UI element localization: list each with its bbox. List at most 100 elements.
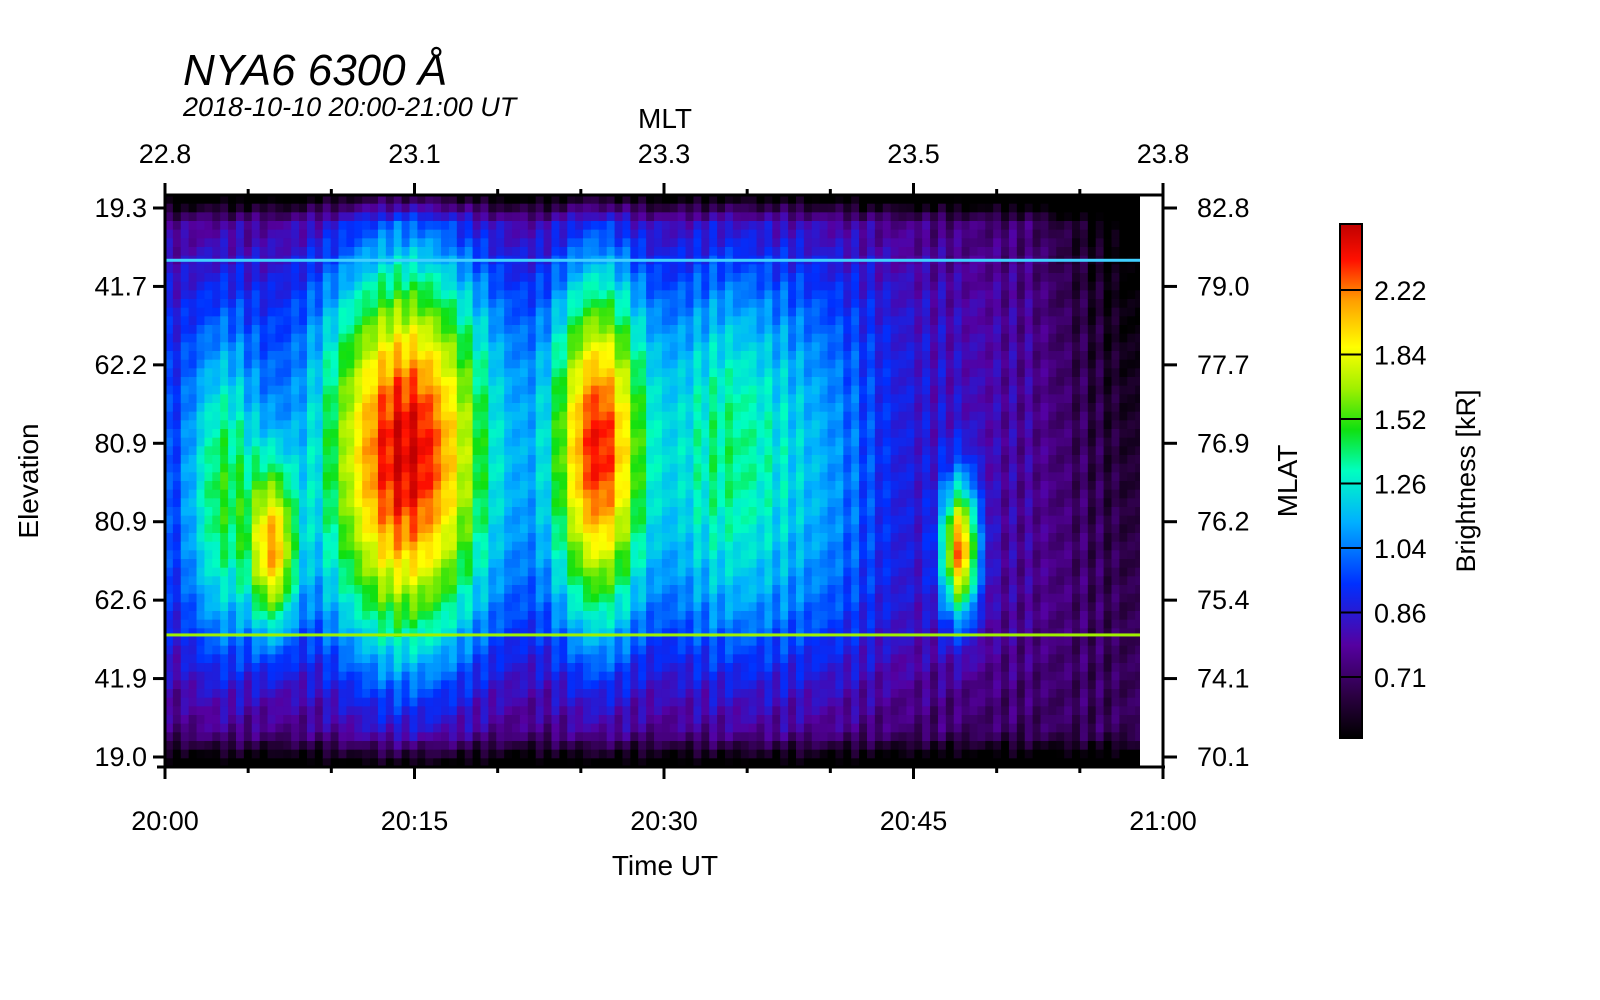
heatmap-cell (614, 602, 624, 612)
heatmap-cell (448, 316, 458, 326)
heatmap-cell (685, 654, 695, 664)
heatmap-cell (433, 316, 442, 326)
heatmap-cell (314, 351, 324, 361)
heatmap-cell (417, 351, 426, 361)
heatmap-cell (740, 446, 750, 456)
heatmap-cell (685, 619, 695, 629)
heatmap-cell (196, 593, 206, 603)
heatmap-cell (322, 637, 332, 647)
heatmap-cell (496, 524, 505, 534)
heatmap-cell (354, 732, 363, 742)
heatmap-cell (401, 325, 411, 335)
heatmap-cell (267, 385, 277, 395)
heatmap-cell (732, 524, 742, 534)
heatmap-cell (638, 758, 647, 768)
heatmap-cell (559, 507, 568, 517)
heatmap-cell (512, 550, 521, 560)
heatmap-cell (401, 619, 411, 629)
heatmap-cell (535, 420, 545, 430)
heatmap-cell (299, 680, 308, 690)
heatmap-cell (480, 533, 489, 543)
heatmap-cell (559, 741, 568, 751)
heatmap-cell (559, 576, 568, 586)
heatmap-cell (314, 463, 324, 473)
heatmap-cell (212, 463, 221, 473)
heatmap-cell (590, 437, 600, 447)
heatmap-cell (275, 325, 284, 335)
heatmap-cell (385, 576, 395, 586)
heatmap-cell (527, 489, 537, 499)
heatmap-cell (188, 715, 198, 725)
heatmap-cell (654, 290, 663, 300)
heatmap-cell (409, 489, 418, 499)
heatmap-cell (235, 394, 245, 404)
heatmap-cell (275, 429, 284, 439)
heatmap-cell (748, 524, 758, 534)
heatmap-cell (212, 429, 221, 439)
heatmap-cell (654, 559, 663, 569)
heatmap-cell (622, 689, 631, 699)
heatmap-cell (204, 385, 213, 395)
heatmap-cell (732, 628, 742, 638)
heatmap-cell (243, 671, 253, 681)
heatmap-cell (220, 663, 229, 673)
heatmap-cell (393, 515, 403, 525)
heatmap-cell (504, 437, 513, 447)
heatmap-cell (488, 273, 497, 283)
heatmap-cell (267, 420, 277, 430)
heatmap-cell (362, 758, 371, 768)
heatmap-cell (259, 420, 269, 430)
heatmap-cell (235, 611, 245, 621)
heatmap-cell (267, 429, 277, 439)
heatmap-cell (583, 203, 592, 213)
heatmap-cell (362, 385, 371, 395)
heatmap-cell (551, 550, 560, 560)
heatmap-cell (527, 559, 537, 569)
heatmap-cell (725, 645, 734, 655)
heatmap-cell (235, 221, 245, 231)
heatmap-cell (583, 541, 592, 551)
heatmap-cell (322, 507, 332, 517)
heatmap-cell (228, 602, 237, 612)
heatmap-cell (606, 663, 616, 673)
heatmap-cell (504, 333, 513, 343)
heatmap-cell (488, 602, 497, 612)
heatmap-cell (519, 394, 529, 404)
heatmap-cell (409, 593, 418, 603)
heatmap-cell (709, 463, 718, 473)
heatmap-cell (314, 550, 324, 560)
heatmap-cell (701, 645, 710, 655)
heatmap-cell (685, 333, 695, 343)
heatmap-cell (685, 229, 695, 239)
heatmap-cell (504, 342, 513, 352)
heatmap-cell (228, 203, 237, 213)
heatmap-cell (630, 247, 639, 257)
heatmap-cell (306, 689, 316, 699)
heatmap-cell (717, 351, 726, 361)
heatmap-cell (654, 680, 663, 690)
heatmap-cell (362, 489, 371, 499)
heatmap-cell (322, 741, 332, 751)
heatmap-cell (385, 437, 395, 447)
heatmap-cell (590, 342, 600, 352)
heatmap-cell (654, 524, 663, 534)
heatmap-cell (535, 203, 545, 213)
heatmap-cell (267, 229, 277, 239)
heatmap-cell (393, 550, 403, 560)
heatmap-cell (543, 403, 553, 413)
heatmap-cell (385, 637, 395, 647)
heatmap-cell (417, 394, 426, 404)
heatmap-cell (291, 403, 300, 413)
heatmap-cell (748, 697, 758, 707)
heatmap-cell (322, 377, 332, 387)
heatmap-cell (259, 758, 269, 768)
heatmap-cell (732, 567, 742, 577)
heatmap-cell (377, 437, 387, 447)
heatmap-cell (243, 576, 253, 586)
heatmap-cell (685, 689, 695, 699)
heatmap-cell (220, 195, 229, 205)
heatmap-cell (441, 394, 450, 404)
heatmap-cell (732, 706, 742, 716)
heatmap-cell (661, 281, 671, 291)
heatmap-cell (425, 671, 434, 681)
